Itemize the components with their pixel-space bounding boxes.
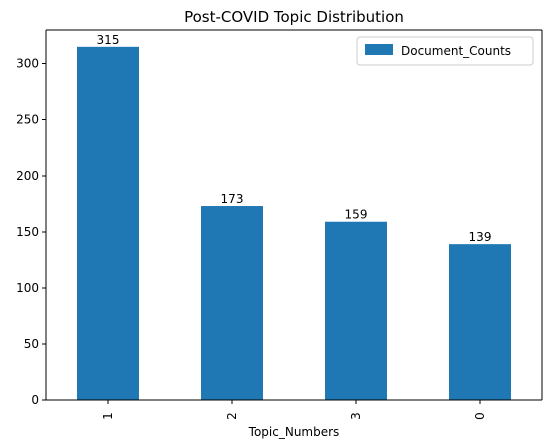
- chart-title: Post-COVID Topic Distribution: [184, 8, 404, 26]
- bar-topic-1: [77, 46, 139, 401]
- data-label-topic-1: 315: [97, 33, 120, 47]
- y-tick-label: 250: [16, 113, 39, 127]
- data-labels-group: 315 173 159 139: [97, 33, 492, 244]
- data-label-topic-3: 159: [345, 208, 368, 222]
- x-tick-label: 2: [225, 412, 239, 420]
- x-tick-label: 3: [349, 412, 363, 420]
- y-axis-ticks: 0 50 100 150 200 250 300: [16, 57, 46, 407]
- y-tick-label: 0: [31, 393, 39, 407]
- y-tick-label: 100: [16, 281, 39, 295]
- x-tick-label: 0: [473, 412, 487, 420]
- y-tick-label: 300: [16, 57, 39, 71]
- x-axis-label: Topic_Numbers: [248, 425, 340, 439]
- x-tick-label: 1: [101, 412, 115, 420]
- legend: Document_Counts: [356, 36, 534, 66]
- bar-topic-2: [201, 206, 263, 400]
- bar-topic-3: [325, 221, 387, 400]
- data-label-topic-0: 139: [469, 230, 492, 244]
- bar-topic-0: [449, 244, 511, 400]
- data-label-topic-2: 173: [221, 192, 244, 206]
- legend-box: [356, 36, 534, 66]
- x-axis-ticks: 1 2 3 0: [101, 400, 487, 420]
- y-tick-label: 50: [24, 337, 39, 351]
- y-tick-label: 150: [16, 225, 39, 239]
- y-tick-label: 200: [16, 169, 39, 183]
- bars-group: [77, 46, 511, 401]
- legend-swatch: [365, 44, 393, 55]
- legend-label: Document_Counts: [401, 44, 511, 58]
